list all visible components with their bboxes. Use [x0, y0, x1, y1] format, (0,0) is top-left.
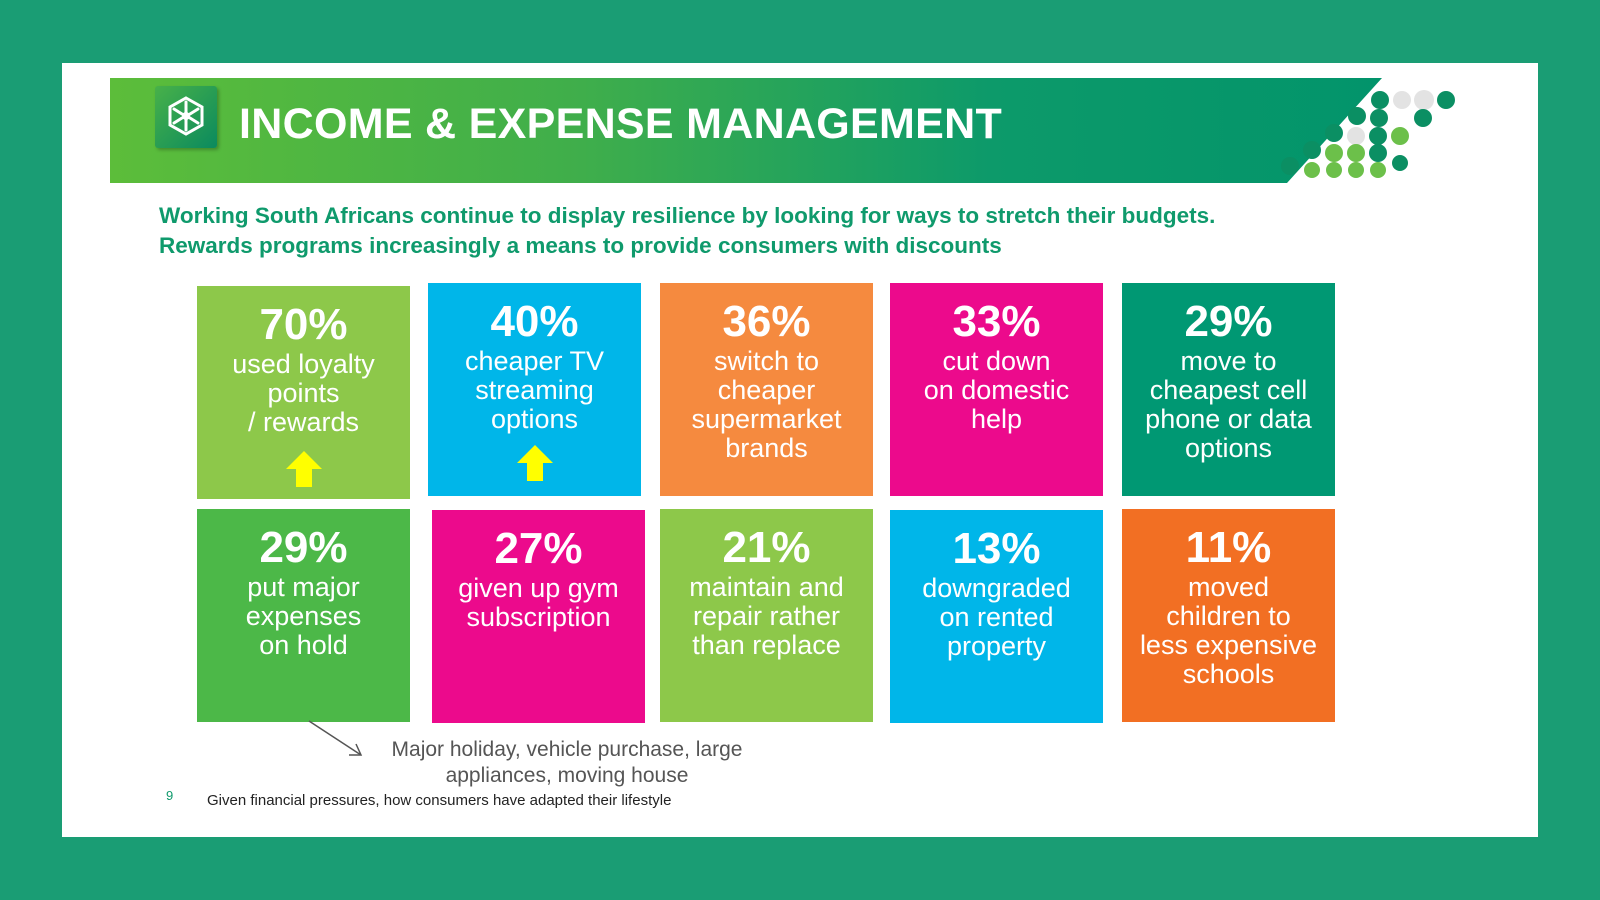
stat-description-line: property	[946, 631, 1047, 661]
stat-tile-domestic-help: 33% cut down on domestic help	[890, 283, 1103, 496]
stat-description-line: downgraded	[922, 573, 1071, 603]
stat-description-line: options	[490, 404, 579, 434]
survey-question-footnote: Given financial pressures, how consumers…	[207, 792, 672, 809]
stat-description-line: / rewards	[247, 407, 360, 437]
stat-percentage: 11%	[1185, 523, 1272, 572]
annotation-line-1: Major holiday, vehicle purchase, large	[391, 738, 743, 761]
stat-percentage: 40%	[490, 297, 579, 346]
stat-description-line: on hold	[259, 630, 348, 660]
stat-tile-supermarket-brands: 36% switch to cheaper supermarket brands	[660, 283, 873, 496]
stat-percentage: 21%	[722, 523, 811, 572]
up-arrow-icon	[285, 451, 322, 487]
subtitle: Working South Africans continue to displ…	[159, 201, 1215, 261]
stat-description-line: cheaper	[717, 375, 816, 405]
stat-percentage: 33%	[952, 297, 1041, 346]
stat-description-line: brands	[725, 433, 808, 463]
stat-description-line: children to	[1166, 601, 1291, 631]
stat-percentage: 13%	[952, 524, 1041, 573]
annotation-line-2: appliances, moving house	[445, 764, 689, 787]
stat-description-line: on domestic	[923, 375, 1070, 405]
stat-tile-gym-subscription: 27% given up gym subscription	[432, 510, 645, 723]
stat-percentage: 29%	[259, 523, 348, 572]
header-banner: INCOME & EXPENSE MANAGEMENT	[110, 78, 1462, 183]
stat-description-line: cheaper TV	[464, 346, 605, 376]
stat-tile-cell-phone-data: 29% move to cheapest cell phone or data …	[1122, 283, 1335, 496]
stat-description-line: less expensive	[1139, 630, 1318, 660]
stat-tile-rented-property: 13% downgraded on rented property	[890, 510, 1103, 723]
stat-description-line: subscription	[466, 602, 611, 632]
stat-tile-major-expenses: 29% put major expenses on hold	[197, 509, 410, 722]
stat-description-line: options	[1184, 433, 1273, 463]
slide: INCOME & EXPENSE MANAGEMENT Working Sout…	[62, 63, 1538, 837]
subtitle-line-1: Working South Africans continue to displ…	[159, 203, 1216, 228]
stat-description-line: supermarket	[691, 404, 842, 434]
stat-description-line: cut down	[942, 346, 1051, 376]
stat-percentage: 70%	[259, 300, 348, 349]
annotation-note: Major holiday, vehicle purchase, large a…	[372, 737, 762, 789]
stat-percentage: 27%	[494, 524, 583, 573]
stat-description-line: moved	[1187, 572, 1270, 602]
stat-description-line: cheapest cell	[1149, 375, 1308, 405]
stat-description-line: on rented	[939, 602, 1054, 632]
stat-tile-loyalty-points: 70% used loyalty points / rewards	[197, 286, 410, 499]
stat-description-line: maintain and	[689, 572, 844, 602]
stat-tile-schools: 11% moved children to less expensive sch…	[1122, 509, 1335, 722]
stat-percentage: 29%	[1184, 297, 1273, 346]
stat-percentage: 36%	[722, 297, 811, 346]
stat-description-line: help	[970, 404, 1023, 434]
dot-pattern-decoration	[1281, 78, 1462, 183]
stat-description-line: expenses	[245, 601, 362, 631]
stat-description-line: schools	[1182, 659, 1275, 689]
stat-description-line: given up gym	[458, 573, 619, 603]
page-number: 9	[166, 788, 174, 803]
stat-description-line: than replace	[692, 630, 841, 660]
page-title: INCOME & EXPENSE MANAGEMENT	[239, 100, 1003, 148]
stat-description-line: points	[267, 378, 340, 408]
stat-description-line: streaming	[475, 375, 594, 405]
stat-description-line: repair rather	[692, 601, 841, 631]
pointer-arrow-icon	[308, 720, 363, 756]
subtitle-line-2: Rewards programs increasingly a means to…	[159, 233, 1002, 258]
stat-tile-tv-streaming: 40% cheaper TV streaming options	[428, 283, 641, 496]
stat-description-line: switch to	[713, 346, 820, 376]
stat-tile-maintain-repair: 21% maintain and repair rather than repl…	[660, 509, 873, 722]
stat-description-line: phone or data	[1145, 404, 1312, 434]
logo	[155, 86, 217, 148]
stat-description-line: put major	[247, 572, 360, 602]
stat-description-line: move to	[1180, 346, 1277, 376]
up-arrow-icon	[516, 445, 553, 481]
old-mutual-logo-icon	[168, 96, 204, 136]
stat-description-line: used loyalty	[232, 349, 375, 379]
